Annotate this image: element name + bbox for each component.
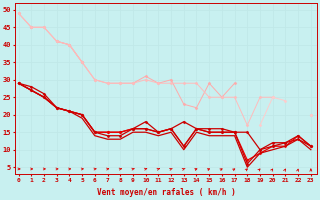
X-axis label: Vent moyen/en rafales ( km/h ): Vent moyen/en rafales ( km/h ) [97, 188, 236, 197]
